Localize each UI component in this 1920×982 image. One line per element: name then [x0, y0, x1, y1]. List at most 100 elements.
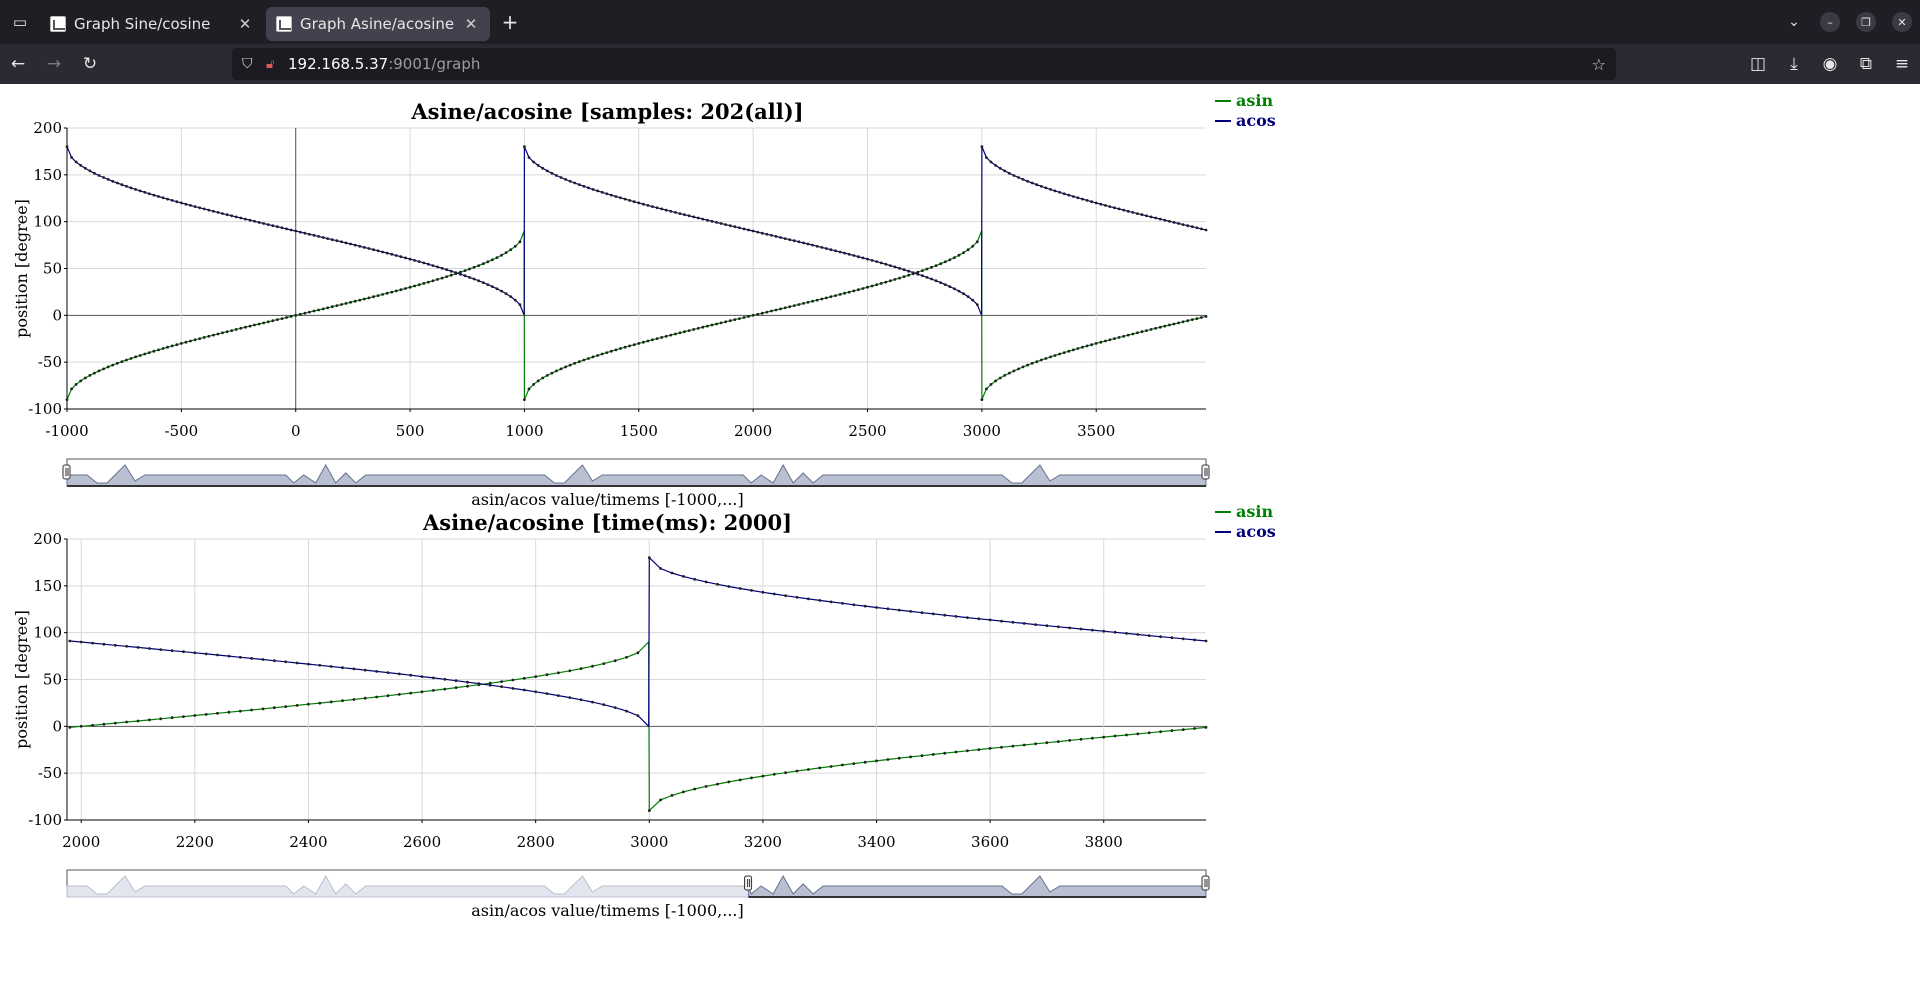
data-point-asin	[152, 349, 156, 353]
forward-button[interactable]: →	[36, 44, 72, 84]
menu-button[interactable]: ≡	[1884, 44, 1920, 84]
shield-icon[interactable]: ⛉	[242, 56, 253, 72]
data-point-asin	[738, 317, 741, 320]
data-point-asin	[971, 244, 975, 248]
data-point-acos	[271, 224, 275, 228]
x-tick-label: 3600	[971, 833, 1009, 851]
data-point-asin	[674, 332, 677, 336]
extensions-button[interactable]: ⧉	[1848, 44, 1884, 84]
data-point-acos	[696, 216, 700, 220]
data-point-acos	[962, 292, 965, 296]
data-point-acos	[693, 577, 697, 581]
data-point-asin	[409, 691, 413, 695]
data-point-asin	[1068, 739, 1072, 742]
data-point-acos	[385, 251, 389, 255]
data-point-acos	[1007, 171, 1011, 175]
data-point-acos	[636, 714, 640, 717]
data-point-acos	[307, 662, 310, 666]
data-point-acos	[660, 207, 664, 211]
data-point-acos	[591, 700, 594, 704]
data-point-acos	[587, 186, 590, 190]
data-point-acos	[738, 226, 741, 230]
data-point-acos	[1017, 176, 1020, 179]
data-point-acos	[1079, 627, 1083, 631]
data-point-acos	[261, 658, 265, 661]
back-button[interactable]: ←	[0, 44, 36, 84]
data-point-acos	[152, 193, 156, 197]
data-point-asin	[988, 747, 992, 750]
reload-button[interactable]: ↻	[72, 44, 108, 84]
data-point-asin	[1181, 728, 1185, 731]
data-point-acos	[893, 265, 897, 269]
data-point-acos	[454, 679, 458, 683]
data-point-acos	[715, 221, 718, 224]
close-window-button[interactable]: ✕	[1884, 0, 1920, 44]
data-point-acos	[358, 244, 362, 248]
data-point-acos	[909, 610, 912, 613]
data-point-acos	[321, 236, 325, 239]
data-point-asin	[841, 763, 844, 767]
y-tick-label: 0	[52, 717, 62, 735]
y-tick-label: 200	[33, 530, 62, 548]
data-point-acos	[818, 599, 822, 602]
data-point-acos	[257, 221, 261, 224]
legend-label-acos: acos	[1236, 522, 1276, 541]
favicon-icon	[50, 16, 66, 32]
data-point-acos	[472, 277, 476, 281]
data-point-asin	[920, 754, 924, 758]
restore-button[interactable]: ❐	[1848, 0, 1884, 44]
data-point-asin	[1011, 744, 1015, 748]
data-point-asin	[602, 662, 606, 665]
data-point-asin	[79, 379, 83, 383]
firefox-view-button[interactable]: ▭	[0, 0, 40, 44]
data-point-acos	[436, 265, 439, 269]
data-point-asin	[312, 309, 316, 313]
pocket-button[interactable]: ◫	[1740, 44, 1776, 84]
data-point-asin	[230, 329, 234, 332]
tab-graph-sine-cosine[interactable]: Graph Sine/cosine ✕	[40, 7, 264, 41]
range-navigator[interactable]	[66, 869, 1210, 898]
data-point-asin	[742, 316, 746, 319]
data-point-acos	[102, 176, 105, 179]
data-point-acos	[1136, 633, 1140, 636]
tab-bar: ▭ Graph Sine/cosine ✕ Graph Asine/acosin…	[0, 0, 1920, 44]
data-point-asin	[204, 713, 208, 716]
data-point-asin	[477, 264, 481, 267]
data-point-asin	[682, 790, 685, 794]
data-point-asin	[486, 260, 490, 264]
data-point-asin	[1021, 365, 1025, 369]
url-bar[interactable]: ⛉ 🔓︎ 192.168.5.37 :9001/graph ☆	[232, 48, 1616, 80]
data-point-asin	[1145, 329, 1148, 332]
data-point-acos	[988, 618, 992, 622]
data-point-asin	[555, 369, 558, 373]
bookmark-star-icon[interactable]: ☆	[1591, 54, 1606, 74]
close-icon[interactable]: ✕	[238, 15, 252, 33]
data-point-asin	[1190, 318, 1194, 321]
data-point-asin	[1045, 741, 1049, 745]
downloads-button[interactable]: ⤓	[1776, 44, 1812, 84]
data-point-asin	[1200, 316, 1203, 319]
data-point-acos	[820, 246, 824, 249]
data-point-acos	[91, 641, 94, 645]
data-point-asin	[916, 270, 920, 274]
tab-graph-asine-acosine[interactable]: Graph Asine/acosine ✕	[266, 7, 490, 41]
data-point-asin	[159, 717, 163, 721]
data-point-asin	[1022, 743, 1026, 747]
data-point-acos	[728, 224, 732, 228]
minimize-button[interactable]: –	[1812, 0, 1848, 44]
list-all-tabs-button[interactable]: ⌄	[1776, 0, 1812, 44]
range-navigator[interactable]	[62, 458, 1210, 487]
data-point-asin	[829, 295, 833, 299]
data-point-asin	[147, 351, 151, 354]
new-tab-button[interactable]: +	[492, 10, 528, 34]
account-button[interactable]: ◉	[1812, 44, 1848, 84]
close-icon[interactable]: ✕	[464, 15, 478, 33]
data-point-asin	[587, 357, 590, 360]
data-point-asin	[216, 332, 220, 336]
data-point-asin	[513, 244, 517, 248]
data-point-acos	[308, 232, 311, 236]
data-point-acos	[504, 292, 508, 296]
data-point-asin	[1140, 330, 1144, 334]
data-point-acos	[628, 199, 631, 202]
insecure-lock-icon[interactable]: 🔓︎	[266, 56, 275, 72]
